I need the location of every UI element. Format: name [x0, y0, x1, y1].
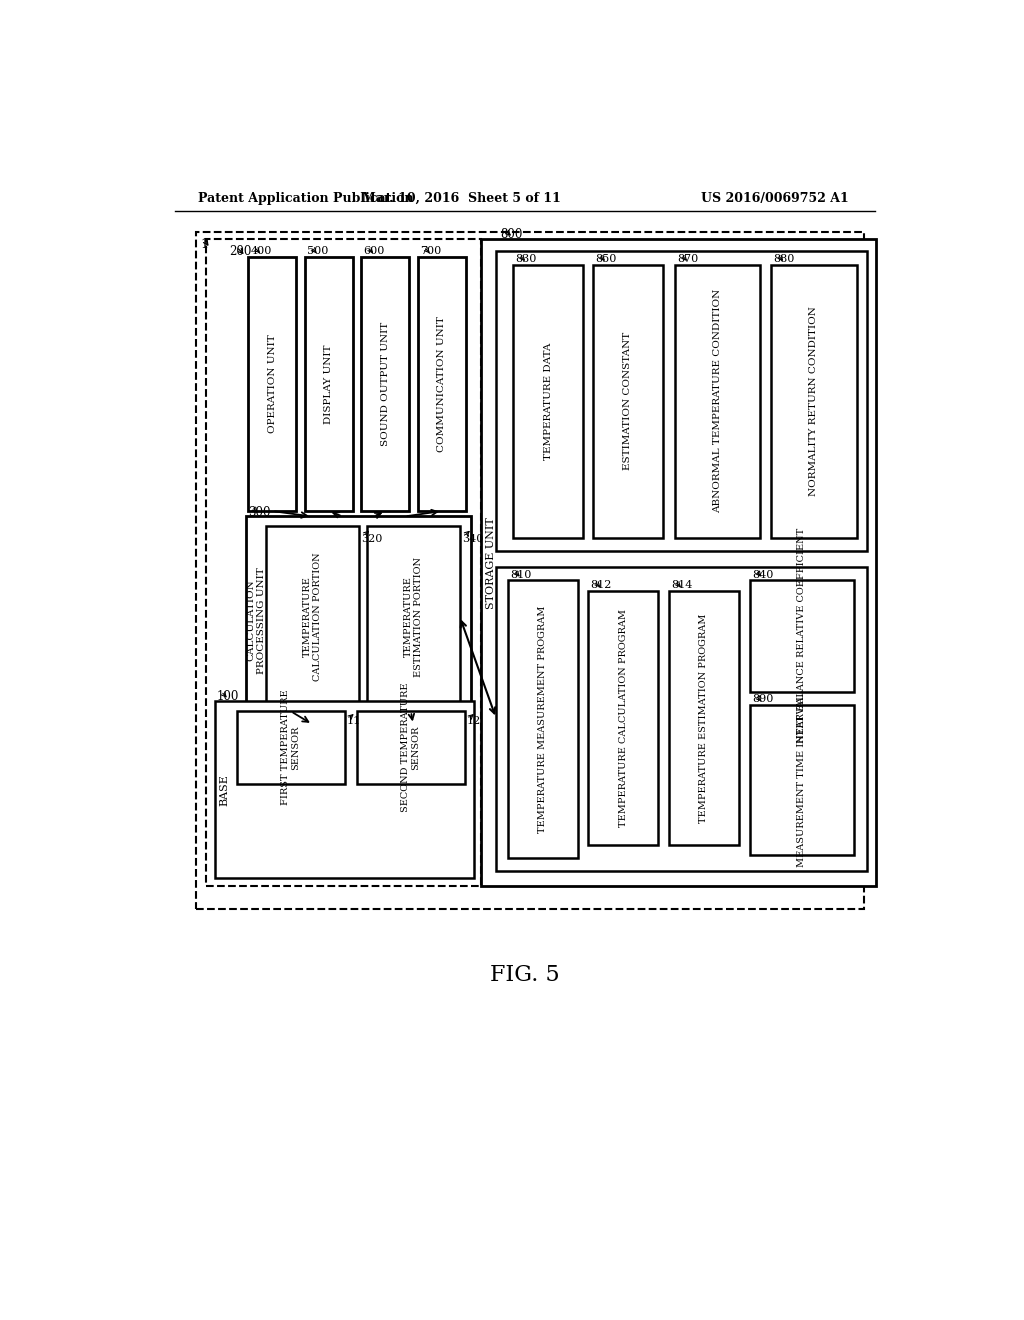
Bar [248, 257, 296, 511]
Text: Patent Application Publication: Patent Application Publication [198, 191, 414, 205]
Text: 830: 830 [515, 253, 537, 264]
Text: 880: 880 [773, 253, 795, 264]
Text: TEMPERATURE DATA: TEMPERATURE DATA [544, 342, 553, 459]
Text: NORMALITY RETURN CONDITION: NORMALITY RETURN CONDITION [809, 306, 818, 496]
Text: FIRST TEMPERATURE
SENSOR: FIRST TEMPERATURE SENSOR [281, 689, 300, 805]
Text: TEMPERATURE CALCULATION PROGRAM: TEMPERATURE CALCULATION PROGRAM [618, 610, 628, 828]
Text: 400: 400 [251, 246, 271, 256]
Text: DISPLAY UNIT: DISPLAY UNIT [325, 345, 333, 424]
Text: BASE: BASE [220, 774, 229, 805]
Bar [305, 257, 352, 511]
Text: 300: 300 [248, 506, 270, 519]
Bar [589, 591, 658, 845]
Text: SOUND OUTPUT UNIT: SOUND OUTPUT UNIT [381, 322, 390, 446]
Bar [593, 264, 663, 539]
Text: TEMPERATURE
CALCULATION PORTION: TEMPERATURE CALCULATION PORTION [303, 552, 323, 681]
Text: TEMPERATURE MEASUREMENT PROGRAM: TEMPERATURE MEASUREMENT PROGRAM [539, 606, 547, 833]
Text: 850: 850 [595, 253, 616, 264]
Text: 320: 320 [361, 535, 383, 544]
Bar [197, 231, 864, 909]
Bar [750, 705, 854, 855]
Text: 814: 814 [672, 581, 692, 590]
Text: 100: 100 [217, 690, 240, 704]
Bar [361, 257, 410, 511]
Bar [367, 527, 460, 708]
Text: 340: 340 [462, 535, 483, 544]
Bar [669, 591, 738, 845]
Bar [480, 239, 876, 886]
Bar [513, 264, 583, 539]
Text: COMMUNICATION UNIT: COMMUNICATION UNIT [437, 315, 446, 451]
Bar [508, 581, 578, 858]
Text: 12: 12 [467, 715, 481, 726]
Text: 870: 870 [678, 253, 698, 264]
Text: FIG. 5: FIG. 5 [490, 964, 559, 986]
Text: ESTIMATION CONSTANT: ESTIMATION CONSTANT [624, 331, 633, 470]
Bar [496, 566, 866, 871]
Text: US 2016/0069752 A1: US 2016/0069752 A1 [701, 191, 849, 205]
Text: HEAT BALANCE RELATIVE COEFFICIENT: HEAT BALANCE RELATIVE COEFFICIENT [797, 528, 806, 743]
Text: 840: 840 [752, 570, 773, 579]
Text: STORAGE UNIT: STORAGE UNIT [486, 516, 497, 609]
Text: SECOND TEMPERATURE
SENSOR: SECOND TEMPERATURE SENSOR [401, 682, 421, 812]
Bar [356, 711, 465, 784]
Text: ABNORMAL TEMPERATURE CONDITION: ABNORMAL TEMPERATURE CONDITION [714, 289, 722, 513]
Bar [496, 251, 866, 552]
Text: Mar. 10, 2016  Sheet 5 of 11: Mar. 10, 2016 Sheet 5 of 11 [361, 191, 561, 205]
Text: CALCULATION
PROCESSING UNIT: CALCULATION PROCESSING UNIT [246, 568, 265, 673]
Bar [771, 264, 856, 539]
Text: 500: 500 [307, 246, 329, 256]
Text: 1: 1 [200, 238, 208, 251]
Text: OPERATION UNIT: OPERATION UNIT [267, 335, 276, 433]
Bar [266, 527, 359, 708]
Text: 800: 800 [500, 228, 522, 242]
Bar [675, 264, 761, 539]
Text: TEMPERATURE
ESTIMATION PORTION: TEMPERATURE ESTIMATION PORTION [403, 557, 423, 677]
Text: 890: 890 [752, 694, 773, 705]
Bar [215, 701, 474, 878]
Text: 11: 11 [346, 715, 360, 726]
Bar [246, 516, 471, 725]
Text: MEASUREMENT TIME INTERVAL: MEASUREMENT TIME INTERVAL [797, 693, 806, 866]
Bar [237, 711, 345, 784]
Text: TEMPERATURE ESTIMATION PROGRAM: TEMPERATURE ESTIMATION PROGRAM [699, 614, 709, 822]
Text: 810: 810 [510, 570, 531, 579]
Bar [418, 257, 466, 511]
Text: 200: 200 [228, 246, 251, 259]
Text: 812: 812 [591, 581, 612, 590]
Bar [206, 239, 480, 886]
Text: 700: 700 [420, 246, 441, 256]
Text: 600: 600 [364, 246, 385, 256]
Bar [750, 581, 854, 692]
